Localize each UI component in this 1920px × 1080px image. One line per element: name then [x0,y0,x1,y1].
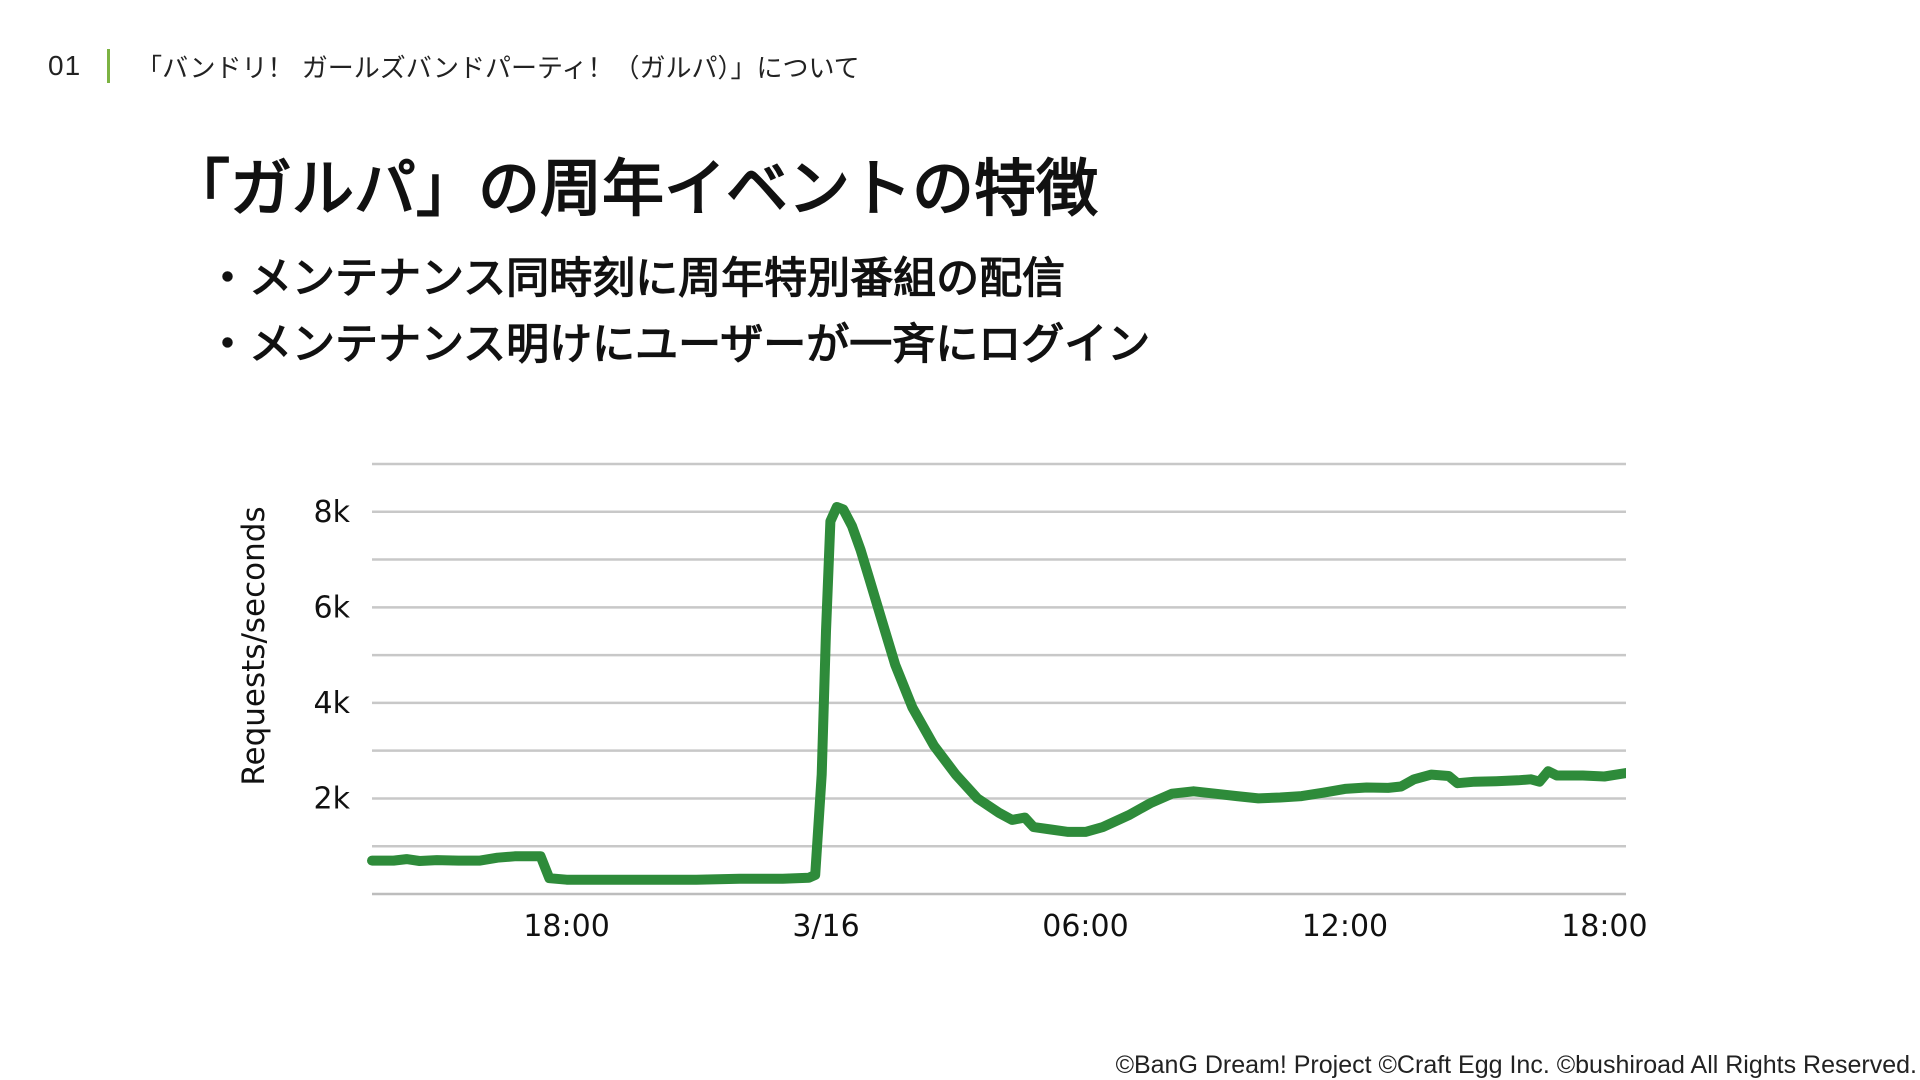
x-tick-label: 06:00 [1042,909,1128,944]
y-tick-label: 6k [314,590,351,625]
y-tick-label: 2k [314,781,351,816]
y-axis-ticks: 2k 4k 6k 8k [314,495,351,817]
grid-lines [372,462,1626,896]
x-tick-label: 3/16 [792,909,859,944]
bullet-item: メンテナンス同時刻に周年特別番組の配信 [206,246,1150,312]
copyright-footer: ©BanG Dream! Project ©Craft Egg Inc. ©bu… [1115,1051,1917,1079]
section-header: 01 「バンドリ！ ガールズバンドパーティ！（ガルパ）」について [48,46,860,86]
x-axis-ticks: 18:00 3/16 06:00 12:00 18:00 [523,909,1647,944]
section-title: 「バンドリ！ ガールズバンドパーティ！（ガルパ）」について [136,53,860,84]
y-axis-label: Requests/seconds [236,506,272,785]
slide-number: 01 [48,50,82,81]
x-tick-label: 18:00 [1561,909,1647,944]
y-tick-label: 8k [314,495,351,530]
y-tick-label: 4k [314,686,351,721]
bullet-list: メンテナンス同時刻に周年特別番組の配信 メンテナンス明けにユーザーが一斉にログイ… [206,246,1150,378]
series-layer [367,502,1626,885]
series-line [367,502,1626,885]
bullet-item: メンテナンス明けにユーザーが一斉にログイン [206,312,1150,378]
x-tick-label: 12:00 [1302,909,1388,944]
header-divider [107,49,111,83]
x-tick-label: 18:00 [523,909,609,944]
slide-title: 「ガルパ」の周年イベントの特徴 [168,152,1099,225]
